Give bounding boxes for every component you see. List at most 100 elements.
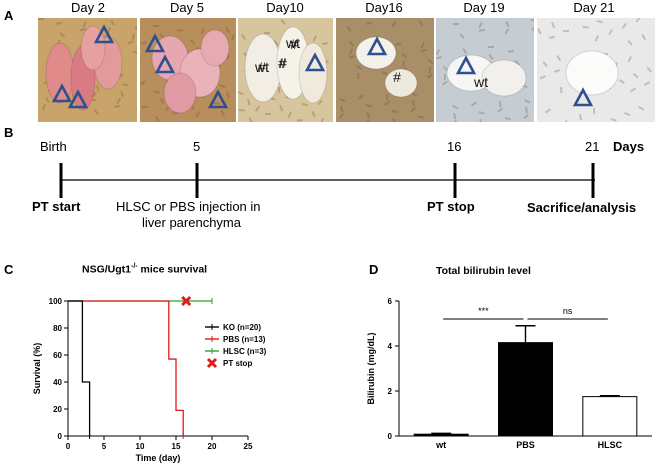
survival-x-axis-label: Time (day) [136, 453, 181, 463]
bedding-chip [339, 98, 346, 103]
panel-d-letter: D [369, 262, 379, 277]
photo-mark-label: # [279, 55, 287, 71]
bedding-chip [59, 32, 66, 38]
bedding-chip [428, 66, 431, 73]
bedding-chip [412, 100, 415, 107]
bedding-chip [627, 39, 633, 46]
bedding-chip [141, 106, 148, 109]
bedding-chip [122, 83, 129, 87]
bedding-chip [392, 117, 397, 122]
survival-x-tick-label: 0 [66, 442, 71, 451]
survival-y-tick-label: 20 [53, 405, 62, 414]
bedding-chip [523, 113, 530, 120]
bedding-chip [287, 111, 292, 119]
bilirubin-category-label: wt [435, 440, 446, 450]
survival-title-prefix: NSG/Ugt1 [82, 263, 132, 276]
bedding-chip [238, 91, 244, 96]
bedding-chip [539, 75, 546, 80]
bilirubin-y-tick-label: 6 [388, 297, 393, 306]
bilirubin-category-label: PBS [516, 440, 535, 450]
bar [582, 396, 638, 437]
bedding-chip [159, 33, 165, 39]
survival-x-tick-label: 20 [208, 442, 217, 451]
day-label: Day 2 [71, 0, 105, 15]
bedding-chip [264, 113, 272, 116]
triangle-marker-icon [304, 52, 326, 72]
bar [498, 342, 553, 437]
bedding-chip [530, 19, 534, 22]
bedding-chip [507, 50, 514, 53]
survival-chart-title: NSG/Ugt1-/- mice survival [82, 263, 207, 276]
bedding-chip [279, 105, 284, 112]
panel-a-letter: A [4, 8, 14, 23]
bilirubin-y-tick-label: 2 [388, 387, 393, 396]
bedding-chip [537, 28, 542, 35]
bar [413, 433, 469, 437]
photo-day-6 [537, 18, 655, 122]
survival-y-axis-label: Survival (%) [32, 343, 42, 395]
bedding-chip [488, 46, 494, 48]
bedding-chip [531, 26, 534, 34]
bedding-chip [462, 48, 468, 55]
bedding-chip [420, 49, 427, 53]
bedding-chip [427, 59, 434, 65]
bedding-chip [311, 110, 316, 118]
bedding-chip [317, 99, 323, 106]
photo-mark-label: wt [254, 59, 269, 75]
bedding-chip [301, 102, 308, 107]
event-injection-line2: liver parenchyma [142, 215, 241, 230]
bedding-chip [635, 18, 641, 23]
legend-label: PT stop [223, 359, 252, 368]
bedding-chip [505, 21, 510, 28]
bedding-chip [79, 28, 86, 32]
bedding-chip [346, 26, 352, 32]
bedding-chip [278, 87, 281, 94]
survival-y-tick-label: 60 [53, 351, 62, 360]
bedding-chip [452, 105, 459, 110]
photo-mark-label: # [393, 69, 401, 85]
mouse-body [163, 72, 197, 114]
timeline-label-16: 16 [447, 139, 462, 154]
legend-pt-stop-icon [206, 357, 218, 369]
legend-label: KO (n=20) [223, 323, 261, 332]
triangle-marker-icon [366, 36, 388, 56]
bedding-chip [219, 84, 226, 89]
bedding-chip [643, 81, 650, 87]
bedding-chip [470, 101, 478, 107]
bedding-chip [499, 100, 502, 108]
bedding-chip [213, 102, 220, 105]
bedding-chip [220, 110, 226, 117]
bedding-chip [443, 73, 446, 80]
bedding-chip [357, 94, 364, 100]
timeline-label-birth: Birth [40, 139, 67, 154]
mouse-body [481, 59, 527, 97]
survival-x-tick-label: 15 [172, 442, 181, 451]
bedding-chip [562, 30, 569, 33]
pt-stop-marker-icon [181, 295, 192, 307]
bedding-chip [264, 32, 270, 34]
photo-mark-label: wt [285, 35, 300, 51]
bedding-chip [120, 91, 125, 98]
significance-label: *** [478, 306, 489, 316]
bedding-chip [91, 91, 97, 98]
survival-series-line [68, 300, 184, 436]
bedding-chip [629, 87, 636, 93]
photo-image [238, 18, 333, 122]
bedding-chip [596, 20, 603, 24]
photo-image [537, 18, 655, 122]
bedding-chip [386, 94, 389, 101]
bedding-chip [410, 106, 417, 113]
bedding-chip [442, 66, 449, 72]
bedding-chip [525, 107, 528, 114]
bedding-chip [394, 43, 401, 46]
bedding-chip [411, 92, 418, 97]
bedding-chip [127, 40, 134, 45]
bedding-chip [514, 59, 521, 66]
bedding-chip [627, 56, 632, 63]
bedding-chip [225, 27, 231, 34]
day-label: Day 5 [170, 0, 204, 15]
bedding-chip [45, 96, 50, 104]
survival-y-tick-label: 0 [58, 432, 63, 441]
